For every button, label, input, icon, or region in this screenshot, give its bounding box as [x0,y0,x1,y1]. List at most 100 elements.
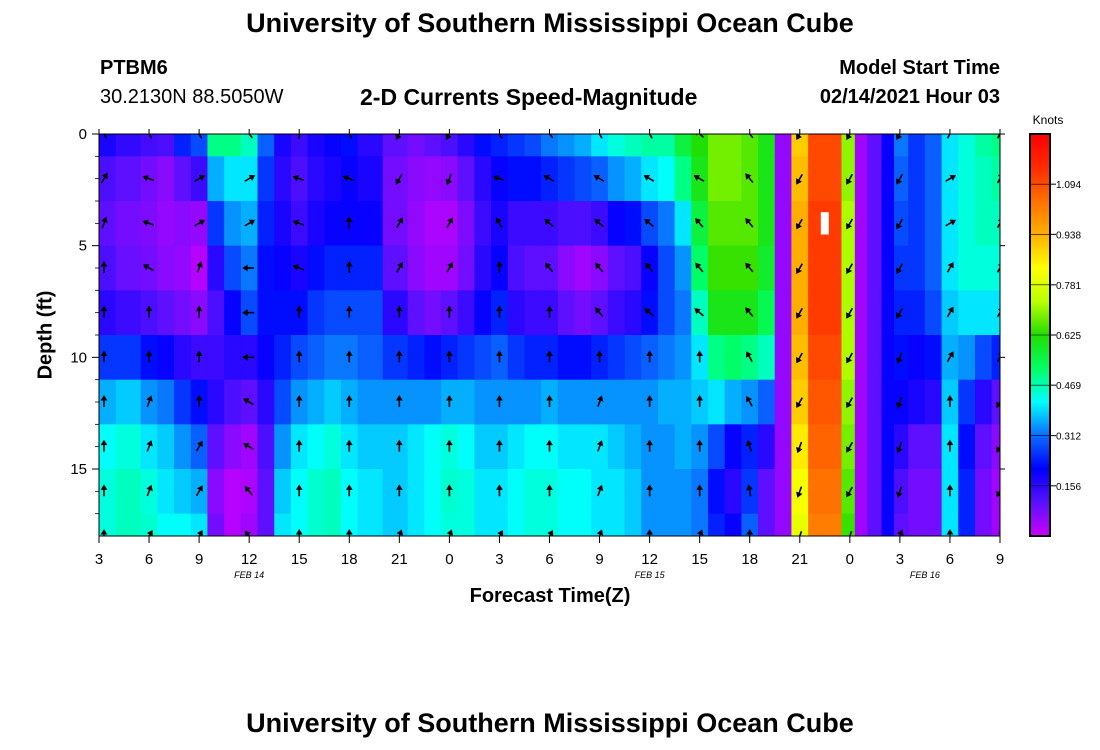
current-arrow [292,174,305,182]
heatmap-cell [99,245,117,291]
model-start-value: 02/14/2021 Hour 03 [819,86,1000,108]
heatmap-cell [958,290,976,336]
current-arrow [796,218,803,230]
heatmap-cell [841,201,856,247]
current-arrow [796,486,803,498]
heatmap-cell [894,156,909,202]
current-arrow [195,134,203,139]
heatmap-cell [382,156,409,202]
heatmap-cell [557,424,576,470]
heatmap-cell [474,201,492,247]
current-arrow [846,441,854,453]
heatmap-cell [157,469,175,515]
heatmap-cell [574,290,592,336]
heatmap-cell [624,513,642,536]
heatmap-cell [867,469,883,515]
heatmap-cell [724,201,742,247]
current-arrow [646,529,654,536]
current-arrow [745,134,754,139]
heatmap-cell [324,513,342,536]
heatmap-cell [791,513,809,536]
current-arrow [745,307,754,318]
heatmap-cell [758,201,776,247]
heatmap-cell [674,156,692,202]
current-arrow [946,351,954,363]
current-arrow [146,440,153,452]
heatmap-cell [894,469,909,515]
heatmap-cell [841,513,856,536]
current-arrow [100,484,108,497]
heatmap-cell [382,290,409,336]
heatmap-cell [924,469,943,515]
heatmap-cell [758,290,776,336]
current-arrow [946,261,954,273]
heatmap-cell [174,513,192,536]
current-arrow [195,529,203,536]
heatmap-cell [867,513,883,536]
heatmap-cell [958,156,976,202]
heatmap-cell [357,245,384,291]
heatmap-cell [958,134,976,157]
current-arrow [695,262,704,273]
heatmap-cell [991,335,1000,381]
heatmap-cell [324,335,342,381]
heatmap-cell [340,513,359,536]
x-tick-label: 12 [641,551,658,568]
heatmap-cell [207,335,225,381]
current-arrow [546,529,554,536]
heatmap-cell [894,424,909,470]
current-arrow [292,264,305,271]
heatmap-cell [724,424,742,470]
heatmap-cell [724,290,742,336]
current-arrow [195,305,203,318]
heatmap-cell [307,201,325,247]
current-arrow [796,352,803,364]
current-arrow [848,531,853,536]
current-arrow [100,350,108,363]
heatmap-cell [908,134,926,157]
heatmap-cell [224,424,242,470]
heatmap-cell [724,134,742,157]
heatmap-cell [741,134,759,157]
heatmap-cell [357,379,384,425]
current-arrow [946,439,954,452]
current-arrow [896,307,904,319]
heatmap-cell [207,513,225,536]
current-arrow [146,484,153,497]
current-arrow [396,529,404,536]
heatmap-cell [274,469,292,515]
heatmap-cell [457,156,476,202]
heatmap-cell [115,156,142,202]
heatmap-cell [854,201,868,247]
current-arrow [395,484,403,497]
heatmap-cell [607,156,626,202]
heatmap-cell [841,424,856,470]
current-arrow [244,530,253,536]
current-arrow [596,440,604,452]
heatmap-cell [457,245,476,291]
heatmap-cell [624,335,642,381]
heatmap-cell [657,134,676,157]
current-arrow [896,486,903,498]
heatmap-cell [624,290,642,336]
x-tick-label: 9 [195,551,203,568]
heatmap-cell [974,245,993,291]
heatmap-cell [991,134,1000,157]
x-tick-label: 12 [241,551,258,568]
heatmap-cell [257,379,275,425]
heatmap-cell [340,134,359,157]
current-arrow [595,262,604,273]
current-arrow [100,305,108,318]
heatmap-cell [491,513,509,536]
heatmap-cell [958,424,976,470]
heatmap-cell [841,245,856,291]
x-tick-label: 9 [996,551,1004,568]
current-arrow [244,174,256,182]
heatmap-cell [974,513,993,536]
heatmap-cell [974,134,993,157]
heatmap-cell [774,424,793,470]
x-tick-label: 18 [341,551,358,568]
heatmap-cell [758,469,776,515]
heatmap-cell [574,245,592,291]
heatmap-cell [894,245,909,291]
